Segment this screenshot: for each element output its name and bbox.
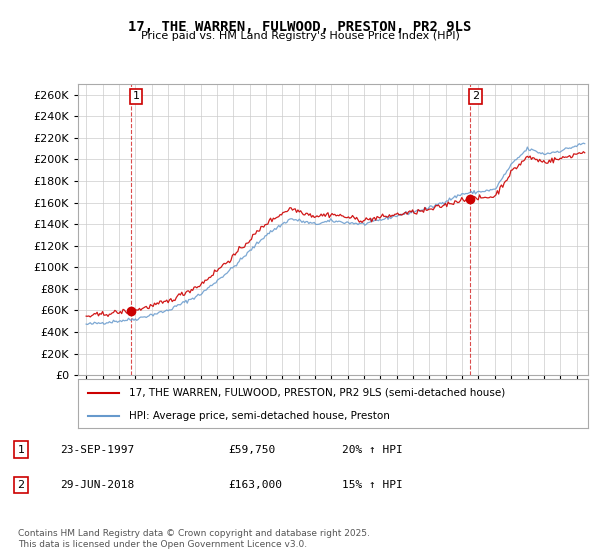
Text: 2: 2 (17, 480, 25, 490)
Text: 29-JUN-2018: 29-JUN-2018 (60, 480, 134, 490)
Text: £163,000: £163,000 (228, 480, 282, 490)
Text: £59,750: £59,750 (228, 445, 275, 455)
Text: 17, THE WARREN, FULWOOD, PRESTON, PR2 9LS: 17, THE WARREN, FULWOOD, PRESTON, PR2 9L… (128, 20, 472, 34)
Text: 17, THE WARREN, FULWOOD, PRESTON, PR2 9LS (semi-detached house): 17, THE WARREN, FULWOOD, PRESTON, PR2 9L… (129, 388, 505, 398)
Text: Price paid vs. HM Land Registry's House Price Index (HPI): Price paid vs. HM Land Registry's House … (140, 31, 460, 41)
Text: 2: 2 (472, 91, 479, 101)
Text: 1: 1 (133, 91, 139, 101)
Text: 1: 1 (17, 445, 25, 455)
Text: HPI: Average price, semi-detached house, Preston: HPI: Average price, semi-detached house,… (129, 411, 390, 421)
Text: 20% ↑ HPI: 20% ↑ HPI (342, 445, 403, 455)
Text: 15% ↑ HPI: 15% ↑ HPI (342, 480, 403, 490)
Text: 23-SEP-1997: 23-SEP-1997 (60, 445, 134, 455)
Text: Contains HM Land Registry data © Crown copyright and database right 2025.
This d: Contains HM Land Registry data © Crown c… (18, 529, 370, 549)
